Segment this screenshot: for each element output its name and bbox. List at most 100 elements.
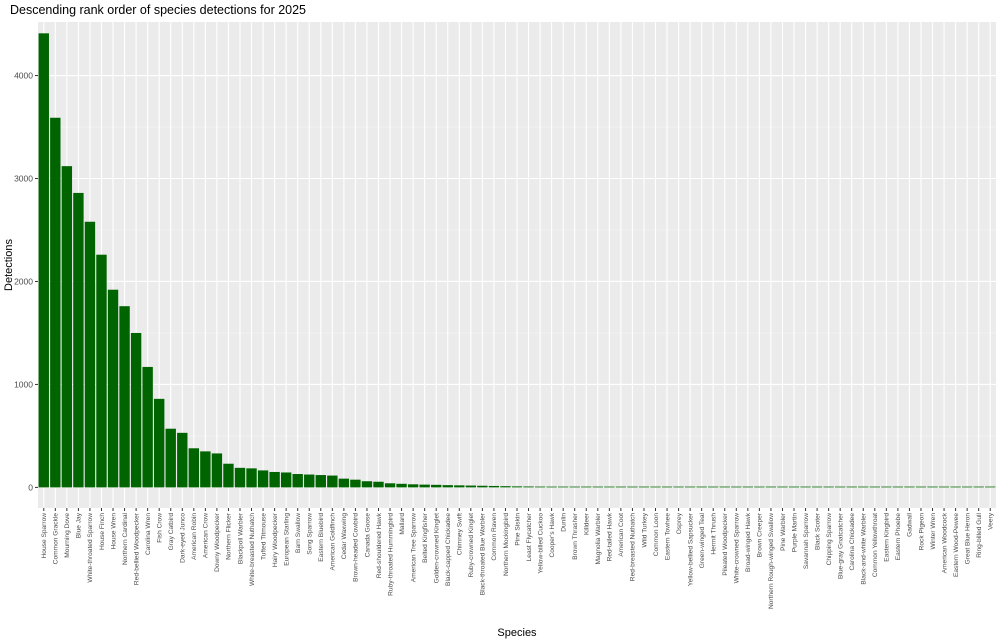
x-tick-label: Ruby-crowned Kinglet	[468, 513, 475, 578]
x-tick-label: Hairy Woodpecker	[272, 512, 279, 567]
bar	[61, 166, 73, 488]
x-tick-label: Great Blue Heron	[964, 513, 971, 565]
x-tick-label: American Goldfinch	[330, 513, 337, 571]
bar	[985, 486, 996, 488]
x-tick-label: House Sparrow	[41, 513, 48, 559]
x-tick-label: Red-tailed Hawk	[607, 512, 614, 561]
bar	[465, 485, 477, 488]
x-tick-label: Cedar Waxwing	[341, 513, 348, 560]
bar	[777, 486, 788, 488]
bar	[754, 486, 765, 488]
x-tick-label: Red-breasted Nuthatch	[630, 513, 637, 582]
x-tick-label: Veery	[988, 512, 995, 530]
bar	[627, 486, 638, 488]
y-tick-label: 1000	[14, 379, 33, 389]
x-tick-label: Mourning Dove	[64, 513, 71, 558]
y-tick-label: 2000	[14, 276, 33, 286]
bar	[846, 486, 857, 488]
bar	[142, 366, 153, 488]
bar	[84, 221, 96, 488]
x-tick-label: Brown Creeper	[757, 512, 764, 557]
bar	[350, 479, 361, 488]
x-tick-label: Savannah Sparrow	[803, 513, 810, 569]
x-tick-label: American Coot	[618, 513, 625, 557]
y-axis-ticks: 0 1000 2000 3000 4000	[14, 71, 38, 492]
bar	[327, 475, 338, 488]
bar	[407, 484, 419, 488]
bar	[280, 472, 292, 488]
bar	[973, 486, 984, 488]
bar	[188, 448, 200, 488]
bar	[130, 332, 142, 488]
x-tick-label: Brown Thrasher	[572, 512, 579, 560]
y-tick-label: 3000	[14, 174, 33, 184]
x-axis-title: Species	[497, 627, 537, 639]
bar	[788, 486, 800, 488]
bar	[500, 486, 511, 488]
x-tick-label: Eastern Wood-Pewee	[953, 513, 960, 577]
bar	[50, 117, 61, 488]
bar	[431, 484, 442, 488]
bar	[581, 486, 592, 488]
bar	[858, 486, 869, 488]
x-tick-label: Broad-winged Hawk	[745, 512, 752, 572]
bar	[165, 428, 176, 488]
bar	[892, 486, 904, 488]
x-tick-label: American Robin	[191, 513, 198, 560]
bar	[373, 481, 384, 488]
x-tick-label: Golden-crowned Kinglet	[434, 513, 441, 584]
bar	[904, 486, 915, 488]
bar	[557, 486, 569, 488]
y-tick-label: 0	[28, 482, 33, 492]
bar	[592, 486, 603, 488]
x-tick-label: Gray Catbird	[168, 513, 175, 551]
bar	[177, 432, 188, 488]
bar	[419, 484, 430, 488]
bar	[200, 451, 211, 488]
bar	[661, 486, 673, 488]
x-tick-label: American Woodcock	[941, 512, 948, 573]
x-tick-label: Northern Mockingbird	[503, 513, 510, 576]
bar	[569, 486, 580, 488]
x-tick-label: Brown-headed Cowbird	[353, 513, 360, 582]
x-tick-label: Barn Swallow	[295, 513, 302, 553]
bar	[800, 486, 811, 488]
bar	[384, 483, 396, 488]
x-tick-label: Chimney Swift	[457, 513, 464, 555]
bar	[234, 467, 246, 488]
bar	[223, 463, 234, 488]
x-tick-label: Winter Wren	[930, 513, 937, 550]
bar	[488, 485, 500, 488]
x-axis-ticks: House Sparrow Common Grackle Mourning Dove…	[41, 508, 995, 609]
x-tick-label: Black-and-white Warbler	[861, 512, 868, 584]
bar	[708, 486, 719, 488]
x-tick-label: Carolina Wren	[145, 513, 152, 555]
bar	[546, 486, 557, 488]
x-tick-label: White-breasted Nuthatch	[249, 513, 256, 586]
x-tick-label: American Crow	[203, 513, 210, 558]
bar	[107, 289, 119, 488]
x-tick-label: Chipping Sparrow	[826, 513, 833, 566]
bar	[292, 474, 303, 488]
bar	[511, 486, 523, 488]
bar	[96, 254, 107, 488]
bar	[950, 486, 961, 488]
x-tick-label: Black Scoter	[814, 512, 821, 550]
x-tick-label: House Finch	[99, 513, 106, 550]
x-tick-label: Yellow-billed Cuckoo	[537, 513, 544, 574]
x-tick-label: Song Sparrow	[307, 513, 314, 555]
bar	[927, 486, 938, 488]
bar	[604, 486, 615, 488]
x-tick-label: Pileated Woodpecker	[722, 512, 729, 575]
bar	[823, 486, 834, 488]
x-tick-label: Fish Crow	[156, 513, 163, 543]
bar	[304, 474, 315, 488]
x-tick-label: Common Yellowthroat	[872, 513, 879, 577]
y-tick-label: 4000	[14, 71, 33, 81]
x-tick-label: Canada Goose	[364, 513, 371, 558]
bar	[119, 306, 130, 488]
x-tick-label: Purple Martin	[791, 513, 798, 553]
bars	[38, 33, 996, 488]
bar	[869, 486, 881, 488]
x-tick-label: Eastern Phoebe	[895, 513, 902, 561]
